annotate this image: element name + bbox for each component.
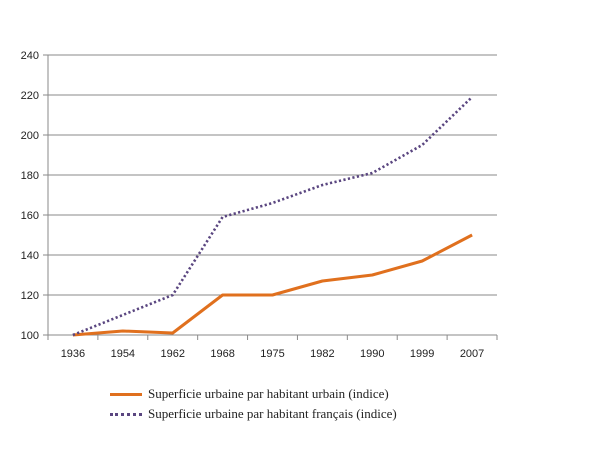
legend-item-urban: Superficie urbaine par habitant urbain (…	[110, 384, 397, 404]
x-tick-label-1954: 1954	[111, 348, 135, 360]
y-tick-label-160: 160	[21, 210, 39, 222]
x-tick-label-2007: 2007	[460, 348, 484, 360]
series-line-1	[72, 96, 474, 337]
legend-label-urban: Superficie urbaine par habitant urbain (…	[148, 386, 389, 401]
y-tick-label-100: 100	[21, 330, 39, 342]
y-tick-labels: 100 120 140 160 180 200 220 240	[21, 50, 39, 342]
y-tick-label-240: 240	[21, 50, 39, 62]
legend-item-french: Superficie urbaine par habitant français…	[110, 404, 397, 424]
x-tick-label-1962: 1962	[160, 348, 184, 360]
x-tick-labels: 1936 1954 1962 1968 1975 1982 1990 1999 2007	[61, 348, 485, 360]
y-tick-label-140: 140	[21, 250, 39, 262]
x-tick-label-1982: 1982	[310, 348, 334, 360]
x-tick-label-1999: 1999	[410, 348, 434, 360]
x-tick-label-1975: 1975	[260, 348, 284, 360]
x-tick-label-1936: 1936	[61, 348, 85, 360]
x-tick-label-1990: 1990	[360, 348, 384, 360]
series-line-0	[72, 233, 473, 337]
legend: Superficie urbaine par habitant urbain (…	[110, 384, 397, 424]
y-tick-label-180: 180	[21, 170, 39, 182]
grid-lines	[48, 54, 497, 296]
legend-swatch-solid	[110, 392, 142, 396]
axes	[43, 54, 498, 340]
y-tick-label-200: 200	[21, 130, 39, 142]
legend-label-french: Superficie urbaine par habitant français…	[148, 406, 397, 421]
legend-swatch-dotted	[110, 412, 142, 416]
x-tick-label-1968: 1968	[210, 348, 234, 360]
y-tick-label-220: 220	[21, 90, 39, 102]
series-lines	[72, 96, 474, 337]
y-tick-label-120: 120	[21, 290, 39, 302]
